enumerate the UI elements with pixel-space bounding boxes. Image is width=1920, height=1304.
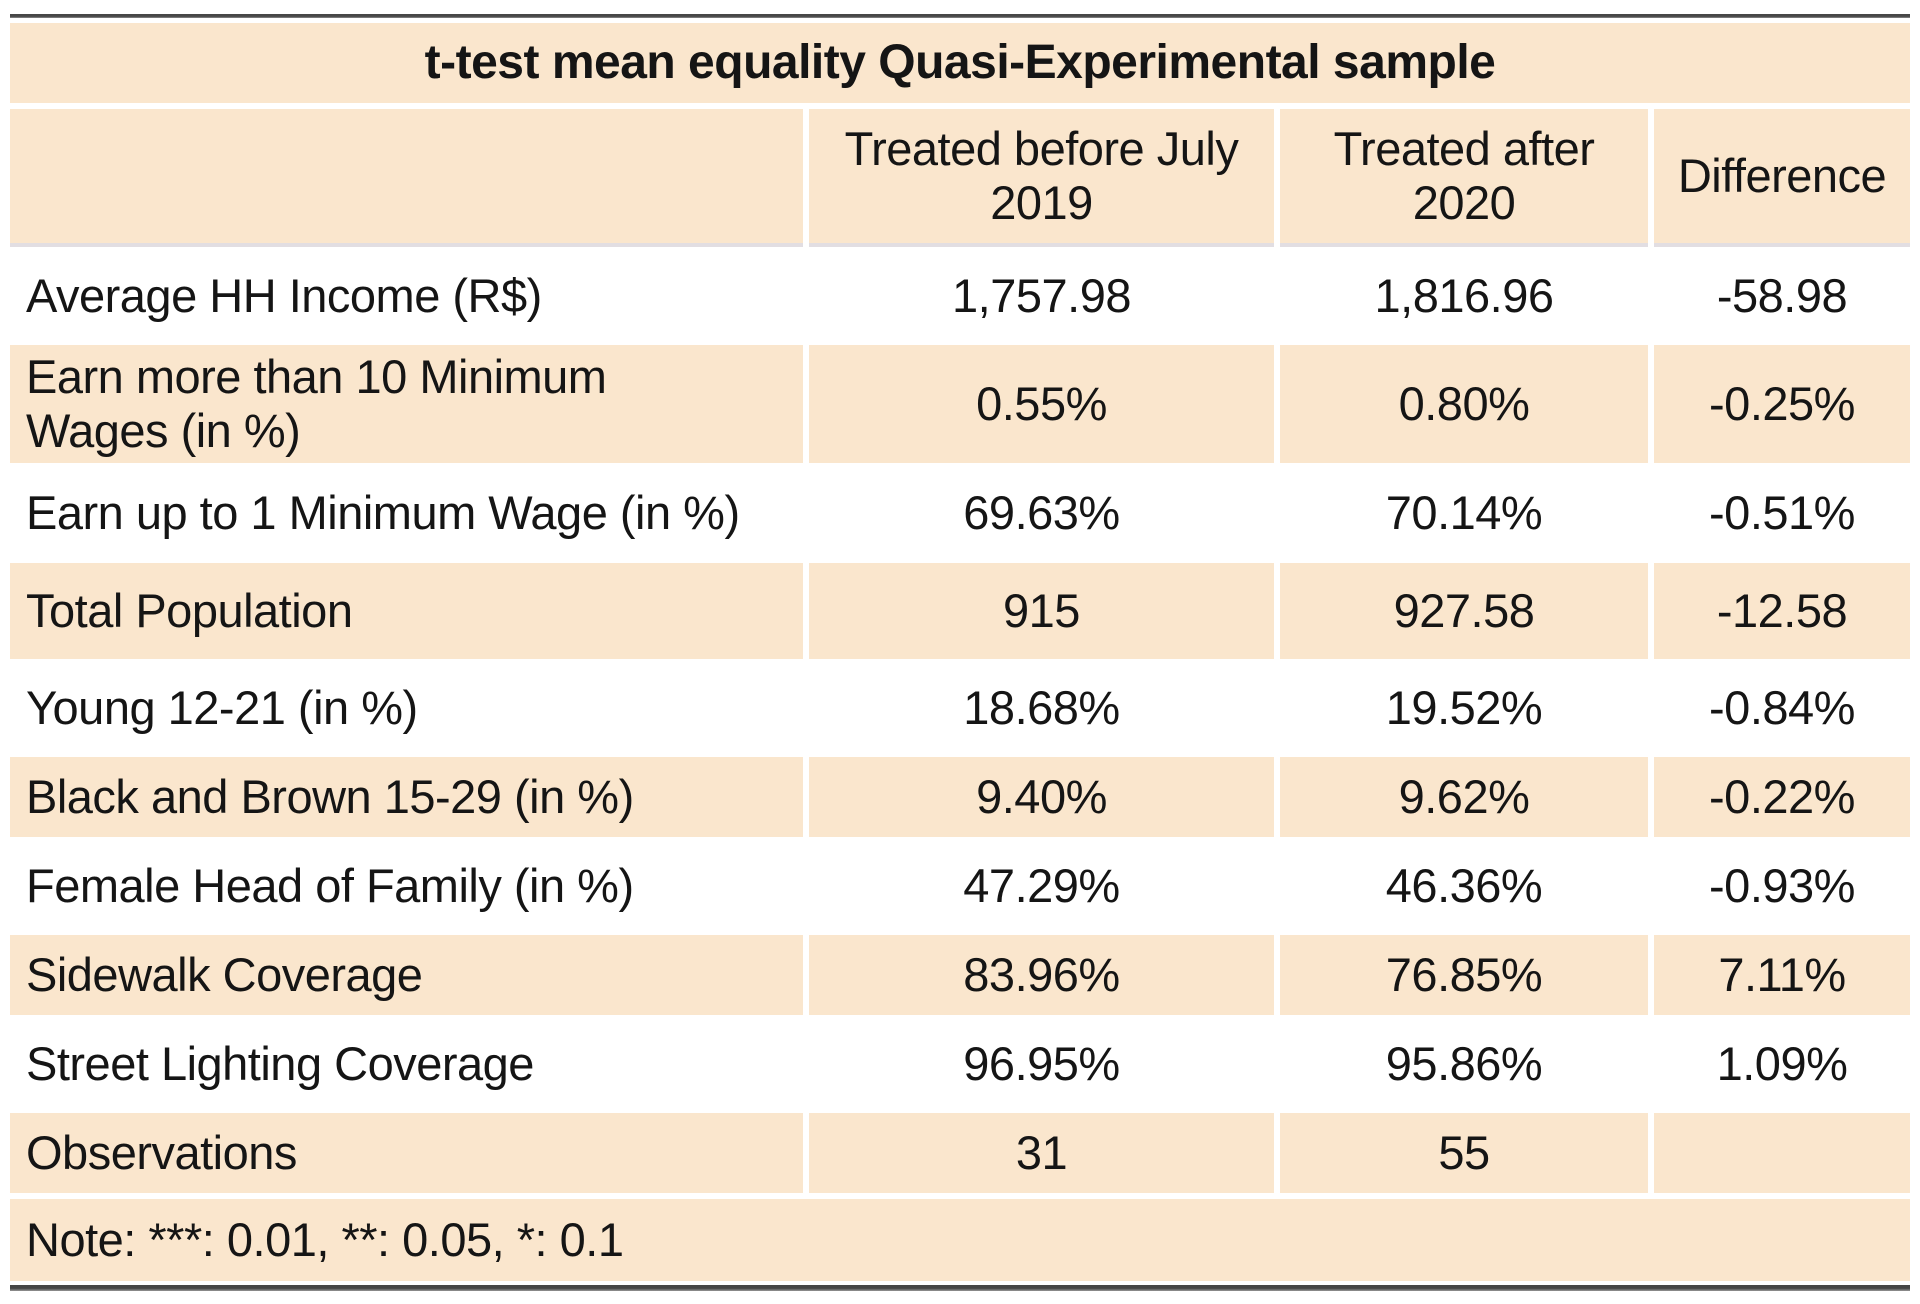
cell-value: 95.86% (1385, 1037, 1543, 1091)
cell-value: 83.96% (809, 935, 1274, 1015)
cell-value: 9.40% (809, 757, 1274, 837)
cell-value: 19.52% (1385, 681, 1543, 735)
cell-value: 18.68% (963, 681, 1120, 735)
cell-value: 31 (809, 1113, 1274, 1193)
row-label: Young 12-21 (in %) (26, 681, 418, 735)
cell-value: -0.93% (1709, 859, 1855, 913)
cell-value: -0.22% (1654, 757, 1910, 837)
table-note: Note: ***: 0.01, **: 0.05, *: 0.1 (10, 1199, 1910, 1281)
row-label: Total Population (10, 563, 803, 659)
cell-value: -58.98 (1716, 269, 1848, 323)
column-header-difference: Difference (1654, 109, 1910, 247)
row-label: Sidewalk Coverage (10, 935, 803, 1015)
cell-value: 0.55% (809, 345, 1274, 463)
cell-value: 76.85% (1280, 935, 1648, 1015)
cell-value: 47.29% (963, 859, 1120, 913)
cell-value: 0.80% (1280, 345, 1648, 463)
cell-value: 1,816.96 (1374, 269, 1554, 323)
cell-value: 55 (1280, 1113, 1648, 1193)
cell-value: 46.36% (1385, 859, 1543, 913)
cell-value: -0.84% (1709, 681, 1855, 735)
cell-value: -0.25% (1654, 345, 1910, 463)
row-label: Street Lighting Coverage (26, 1037, 534, 1091)
cell-value: 9.62% (1280, 757, 1648, 837)
table-top-rule (10, 14, 1910, 18)
table-grid: t-test mean equality Quasi-Experimental … (10, 23, 1910, 1281)
t-test-table: t-test mean equality Quasi-Experimental … (10, 14, 1910, 1291)
cell-value: -0.51% (1709, 486, 1855, 540)
cell-value: 927.58 (1280, 563, 1648, 659)
column-header-empty (10, 109, 803, 247)
row-label: Earn up to 1 Minimum Wage (in %) (26, 486, 740, 540)
cell-value: -12.58 (1654, 563, 1910, 659)
cell-value: 915 (809, 563, 1274, 659)
column-header-treated-before: Treated before July 2019 (809, 109, 1274, 247)
cell-value: 70.14% (1385, 486, 1543, 540)
cell-value: 1.09% (1716, 1037, 1848, 1091)
table-title: t-test mean equality Quasi-Experimental … (10, 23, 1910, 103)
row-label: Earn more than 10 Minimum Wages (in %) (10, 345, 803, 463)
cell-value: 7.11% (1654, 935, 1910, 1015)
table-bottom-rule (10, 1285, 1910, 1291)
cell-value: 96.95% (963, 1037, 1120, 1091)
row-label: Black and Brown 15-29 (in %) (10, 757, 803, 837)
row-label: Average HH Income (R$) (26, 269, 542, 323)
cell-value: 1,757.98 (952, 269, 1131, 323)
cell-value: 69.63% (963, 486, 1120, 540)
row-label: Observations (10, 1113, 803, 1193)
row-label: Female Head of Family (in %) (26, 859, 634, 913)
column-header-treated-after: Treated after 2020 (1280, 109, 1648, 247)
cell-value (1654, 1113, 1910, 1193)
